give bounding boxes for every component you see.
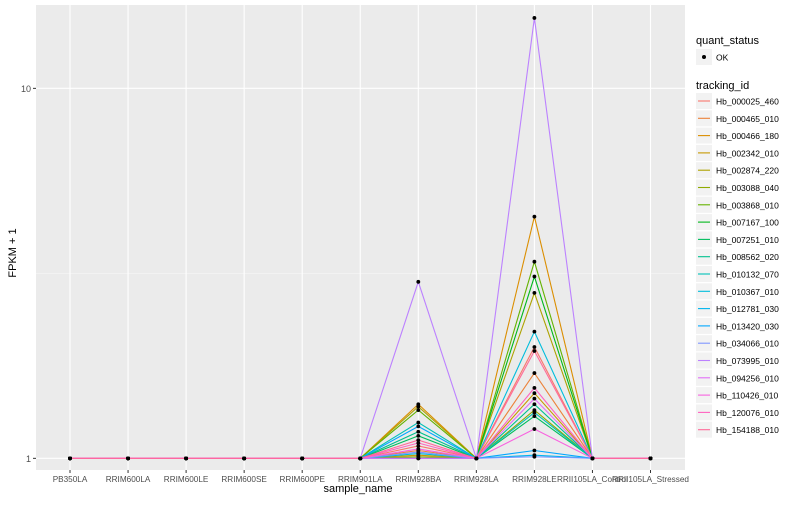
data-point	[68, 456, 72, 461]
x-axis-title: sample_name	[323, 483, 392, 495]
data-point	[416, 447, 421, 451]
data-point	[532, 410, 537, 415]
data-point	[416, 279, 421, 284]
x-tick-label: RRII105LA_Control	[557, 475, 628, 484]
x-tick-label: RRIM600LA	[106, 475, 151, 484]
x-tick-label: RRIM928LA	[454, 475, 499, 484]
legend-label: OK	[716, 53, 729, 63]
x-tick-label: RRIM600LE	[164, 475, 209, 484]
point-legend-items: OK	[696, 49, 729, 65]
y-tick-label: 1	[26, 454, 31, 464]
legend-label: Hb_008562_020	[716, 252, 779, 262]
legend-label: Hb_000465_010	[716, 114, 779, 124]
data-point	[416, 404, 421, 409]
data-point	[416, 438, 421, 443]
x-tick-label: RRIM901LA	[338, 475, 383, 484]
legend-label: Hb_010367_010	[716, 287, 779, 297]
data-point	[416, 408, 421, 413]
legend-label: Hb_012781_030	[716, 304, 779, 314]
series-legend-items: Hb_000025_460 Hb_000465_010 Hb_000466_180 H…	[696, 93, 779, 438]
x-axis: PB350LA RRIM600LA RRIM600LE RRIM600SE RRIM60…	[53, 470, 689, 484]
data-point	[532, 402, 537, 407]
data-point	[532, 291, 537, 295]
data-point	[242, 456, 247, 461]
data-point	[416, 456, 421, 461]
data-point	[532, 427, 537, 431]
x-tick-label: PB350LA	[53, 475, 88, 484]
legend-label: Hb_003088_040	[716, 183, 779, 193]
data-point	[416, 444, 421, 448]
data-point	[532, 345, 537, 349]
legend-label: Hb_120076_010	[716, 408, 779, 418]
data-point	[416, 424, 421, 429]
data-point	[532, 274, 537, 279]
data-point	[532, 329, 537, 334]
x-tick-label: RRIM928LE	[512, 475, 557, 484]
legend-label: Hb_002342_010	[716, 148, 779, 158]
data-point	[532, 396, 537, 401]
legend-label: Hb_003868_010	[716, 200, 779, 210]
legend-title-quant-status: quant_status	[696, 35, 759, 47]
legend-label: Hb_000025_460	[716, 97, 779, 107]
legend-label: Hb_013420_030	[716, 321, 779, 331]
data-point	[532, 259, 537, 264]
data-point	[126, 456, 130, 461]
data-point	[416, 450, 421, 454]
data-point	[532, 391, 537, 396]
x-tick-label: RRIM600SE	[221, 475, 267, 484]
data-point	[532, 454, 537, 459]
points-layer	[68, 16, 653, 461]
legend-label: Hb_110426_010	[716, 391, 779, 401]
y-axis: 1 10	[21, 84, 36, 464]
legend-label: Hb_010132_070	[716, 270, 779, 280]
legend: quant_status OK tracking_id Hb_000025_46…	[696, 35, 779, 438]
x-tick-label: RRIM600PE	[279, 475, 325, 484]
x-tick-label: RRII105LA_Stressed	[612, 475, 689, 484]
legend-key-point	[702, 55, 706, 59]
legend-label: Hb_000466_180	[716, 131, 779, 141]
data-point	[184, 456, 189, 461]
data-point	[590, 456, 595, 461]
data-point	[532, 214, 537, 219]
data-point	[648, 456, 653, 461]
y-axis-title: FPKM + 1	[7, 228, 19, 277]
legend-label: Hb_007251_010	[716, 235, 779, 245]
legend-label: Hb_073995_010	[716, 356, 779, 366]
legend-label: Hb_034066_010	[716, 339, 779, 349]
data-point	[416, 429, 421, 434]
data-point	[532, 16, 537, 20]
legend-label: Hb_002874_220	[716, 166, 779, 176]
data-point	[358, 456, 363, 461]
x-tick-label: RRIM928BA	[396, 475, 442, 484]
data-point	[532, 371, 537, 375]
data-point	[532, 349, 537, 353]
data-point	[416, 433, 421, 438]
data-point	[416, 420, 421, 425]
legend-title-tracking-id: tracking_id	[696, 80, 749, 92]
data-point	[300, 456, 305, 461]
legend-label: Hb_154188_010	[716, 425, 779, 435]
data-point	[532, 386, 537, 390]
y-tick-label: 10	[21, 84, 31, 94]
data-point	[532, 414, 537, 419]
legend-label: Hb_007167_100	[716, 218, 779, 228]
legend-label: Hb_094256_010	[716, 373, 779, 383]
data-point	[416, 441, 421, 445]
data-point	[532, 448, 537, 453]
data-point	[474, 456, 479, 461]
